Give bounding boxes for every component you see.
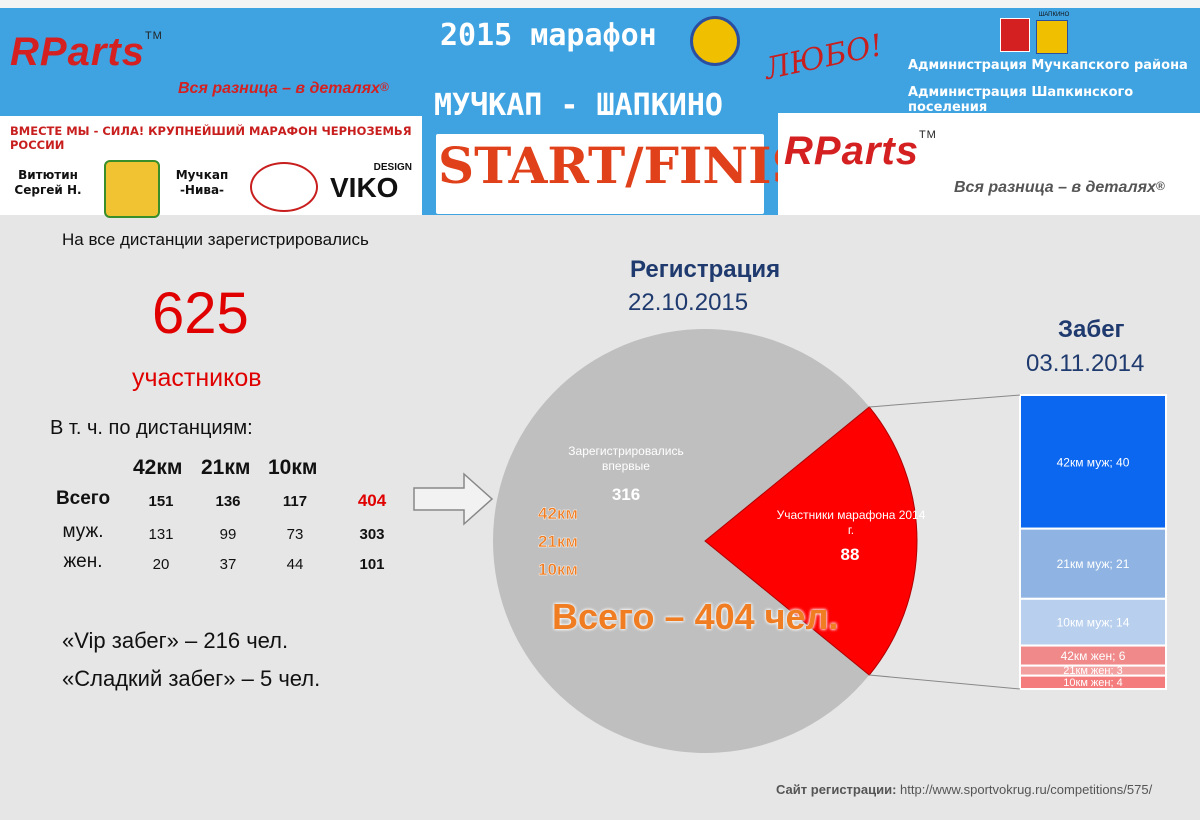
- pie-title: Регистрация: [630, 256, 781, 283]
- pie-slice-returning: [704, 406, 918, 676]
- cell-male-21: 99: [219, 526, 237, 543]
- pie-slice-new: [493, 329, 870, 753]
- row-label-total: Всего: [55, 488, 111, 509]
- rparts-logo: RPartsTM: [10, 30, 163, 74]
- slogan: Вся разница – в деталях®: [178, 80, 389, 97]
- total-count: 625: [152, 281, 249, 346]
- bar-segment-5: [1019, 674, 1167, 690]
- pie-subtitle: 22.10.2015: [628, 289, 749, 316]
- total-label: участников: [132, 364, 262, 392]
- row-label-male: муж.: [62, 521, 104, 542]
- pie-side-42km: 42км: [538, 504, 578, 523]
- col-10km: 10км: [268, 456, 318, 479]
- run-stacked-bar: 42км муж; 40 21км муж; 21 10км муж; 14 42км…: [869, 394, 1167, 690]
- admin-line2: Администрация Шапкинского поселения: [908, 85, 1134, 115]
- footer-site-label: Сайт регистрации:: [776, 782, 897, 797]
- cell-female-21: 37: [219, 556, 237, 573]
- right-brand-panel: RPartsTM Вся разница – в деталях®: [778, 113, 1200, 215]
- marathon-emblem-icon: [690, 16, 740, 66]
- bar-title: Забег: [1058, 316, 1125, 343]
- cell-male-10: 73: [286, 526, 304, 543]
- slogan-right: Вся разница – в деталях®: [954, 179, 1165, 196]
- cell-total-42: 151: [148, 493, 174, 510]
- arrow-right-icon: [413, 472, 494, 526]
- sponsor-panel: ВМЕСТЕ МЫ - СИЛА! КРУПНЕЙШИЙ МАРАФОН ЧЕР…: [0, 116, 422, 218]
- cell-female-10: 44: [286, 556, 304, 573]
- cell-male-42: 131: [148, 526, 174, 543]
- pie-label-new: Зарегистрировались впервые: [568, 444, 684, 473]
- footer-site: Сайт регистрации: http://www.sportvokrug…: [776, 782, 1152, 797]
- col-21km: 21км: [201, 456, 251, 479]
- viko-logo: DESIGN VIKO: [330, 162, 412, 203]
- title-panel: 2015 марафон МУЧКАП - ШАПКИНО START/FINI…: [422, 8, 855, 215]
- cell-total-10: 117: [282, 493, 308, 510]
- by-distance-label: В т. ч. по дистанциям:: [50, 417, 253, 439]
- cell-total-21: 136: [215, 493, 241, 510]
- seeds-logo-icon: [104, 160, 160, 218]
- left-brand-panel: RPartsTM Вся разница – в деталях®: [0, 8, 422, 116]
- admin-panel: ЛЮБО! ШАПКИНО Администрация Мучкапского …: [762, 8, 1200, 115]
- pie-side-21km: 21км: [538, 532, 578, 551]
- cell-female-sum: 101: [359, 556, 385, 573]
- muchkap-crest-icon: [1000, 18, 1030, 52]
- registration-pie: [493, 329, 918, 753]
- sweet-run: «Сладкий забег» – 5 чел.: [62, 666, 321, 691]
- crest-label: ШАПКИНО: [1038, 12, 1070, 18]
- bar-label-3: 42км жен; 6: [1061, 649, 1126, 663]
- bar-label-4: 21км жен; 3: [1063, 665, 1122, 677]
- meat-logo-icon: [250, 162, 318, 212]
- bar-label-1: 21км муж; 21: [1057, 557, 1130, 571]
- bar-subtitle: 03.11.2014: [1026, 350, 1145, 377]
- bar-label-0: 42км муж; 40: [1057, 455, 1130, 469]
- intro-text: На все дистанции зарегистрировались: [62, 230, 369, 249]
- admin-line1: Администрация Мучкапского района: [908, 58, 1188, 73]
- title-line2: МУЧКАП - ШАПКИНО: [434, 88, 723, 123]
- pie-value-new: 316: [611, 485, 641, 504]
- sponsor-vityutin: Витютин Сергей Н.: [14, 168, 82, 197]
- connector-line-0: [869, 394, 1021, 408]
- bar-label-5: 10км жен; 4: [1063, 677, 1122, 689]
- bar-label-2: 10км муж; 14: [1057, 616, 1130, 630]
- bar-segment-0: [1019, 394, 1167, 530]
- pie-center-total: Всего – 404 чел.: [552, 596, 839, 637]
- col-42km: 42км: [133, 456, 183, 479]
- cell-male-sum: 303: [359, 526, 385, 543]
- cell-total-sum: 404: [357, 491, 387, 510]
- rparts-logo-right: RPartsTM: [784, 129, 937, 173]
- pie-value-returning: 88: [840, 545, 860, 564]
- pie-label-returning: Участники марафона 2014 г.: [776, 508, 926, 537]
- row-label-female: жен.: [63, 551, 103, 572]
- start-finish-box: [436, 134, 764, 214]
- cell-female-42: 20: [152, 556, 170, 573]
- sponsor-muchkap-niva: Мучкап -Нива-: [175, 168, 229, 197]
- banner-text: ВМЕСТЕ МЫ - СИЛА! КРУПНЕЙШИЙ МАРАФОН ЧЕР…: [10, 124, 412, 152]
- title-line1: 2015 марафон: [440, 18, 657, 53]
- shapkino-crest-icon: [1036, 20, 1068, 54]
- pie-side-10km: 10км: [538, 560, 578, 579]
- vip-run: «Vip забег» – 216 чел.: [62, 628, 289, 653]
- footer-site-url[interactable]: http://www.sportvokrug.ru/competitions/5…: [900, 782, 1153, 797]
- connector-line-1: [869, 674, 1021, 690]
